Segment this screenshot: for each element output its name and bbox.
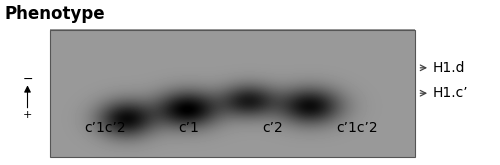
Text: H1.d: H1.d (432, 61, 465, 75)
Text: c’2: c’2 (262, 121, 283, 135)
Text: +: + (23, 111, 32, 120)
Text: Phenotype: Phenotype (5, 5, 105, 23)
Text: c’1: c’1 (178, 121, 199, 135)
Text: c’1c’2: c’1c’2 (336, 121, 378, 135)
Text: −: − (22, 73, 33, 86)
Text: H1.c’: H1.c’ (432, 86, 468, 100)
Text: c’1c’2: c’1c’2 (84, 121, 126, 135)
Bar (50, 30, 415, 157)
